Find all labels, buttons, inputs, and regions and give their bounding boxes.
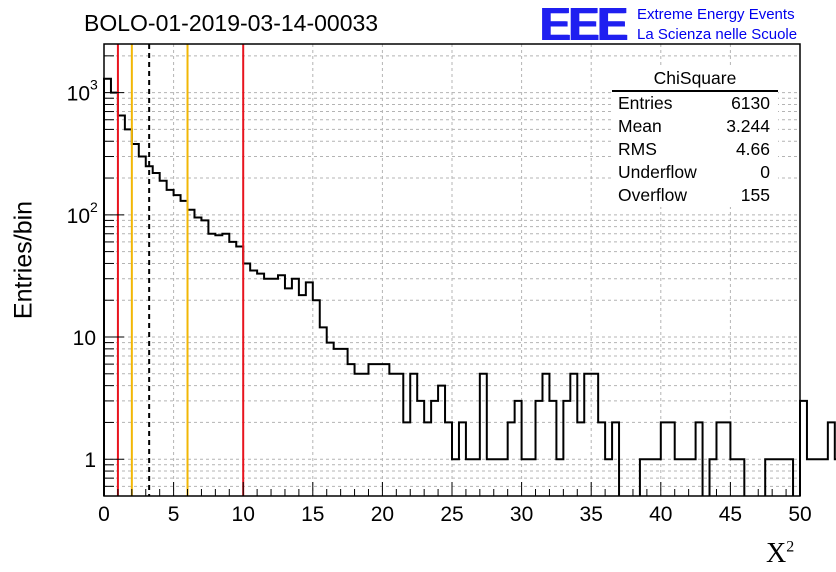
chart-title: BOLO-01-2019-03-14-00033	[84, 10, 379, 36]
stats-key: Overflow	[618, 185, 688, 205]
stats-key: Underflow	[618, 162, 697, 182]
stats-value: 0	[760, 162, 770, 182]
y-axis-label: Entries/bin	[9, 200, 38, 320]
stats-value: 6130	[731, 93, 770, 113]
x-tick-label: 35	[580, 503, 603, 526]
stats-key: Entries	[618, 93, 673, 113]
x-axis-label: X2	[766, 538, 794, 570]
stats-row-rms: RMS 4.66	[612, 138, 778, 161]
stats-row-entries: Entries 6130	[612, 92, 778, 115]
x-tick-label: 50	[788, 503, 811, 526]
x-tick-label: 30	[510, 503, 533, 526]
x-tick-label: 40	[649, 503, 672, 526]
stats-box: ChiSquare Entries 6130 Mean 3.244 RMS 4.…	[612, 66, 778, 207]
stats-value: 3.244	[726, 116, 770, 136]
x-axis-label-exponent: 2	[786, 538, 795, 556]
stats-title: ChiSquare	[612, 66, 778, 92]
y-tick-label: 10	[67, 83, 90, 106]
stats-key: RMS	[618, 139, 657, 159]
logo-line-2: La Scienza nelle Scuole	[637, 26, 798, 43]
x-tick-label: 20	[371, 503, 394, 526]
x-axis-label-text: X	[766, 538, 787, 569]
x-tick-label: 15	[301, 503, 324, 526]
x-tick-label: 45	[719, 503, 742, 526]
y-tick-exponent: 3	[90, 77, 98, 93]
stats-value: 4.66	[735, 139, 770, 159]
x-tick-label: 25	[440, 503, 463, 526]
y-tick-exponent: 2	[90, 199, 98, 215]
x-tick-label: 0	[98, 503, 110, 526]
stats-row-underflow: Underflow 0	[612, 161, 778, 184]
stats-row-mean: Mean 3.244	[612, 115, 778, 138]
logo-mark: EEE	[540, 0, 628, 50]
y-axis-label-box: Entries/bin	[4, 201, 44, 319]
eee-logo: EEE Extreme Energy Events La Scienza nel…	[540, 0, 836, 50]
x-tick-label: 5	[168, 503, 180, 526]
stats-row-overflow: Overflow 155	[612, 184, 778, 207]
x-tick-label: 10	[232, 503, 255, 526]
logo-line-1: Extreme Energy Events	[637, 6, 795, 23]
stats-value: 155	[740, 185, 770, 205]
y-tick-label: 10	[67, 205, 90, 228]
y-tick-label: 1	[84, 449, 96, 472]
stats-key: Mean	[618, 116, 662, 136]
y-tick-label: 10	[73, 327, 96, 350]
